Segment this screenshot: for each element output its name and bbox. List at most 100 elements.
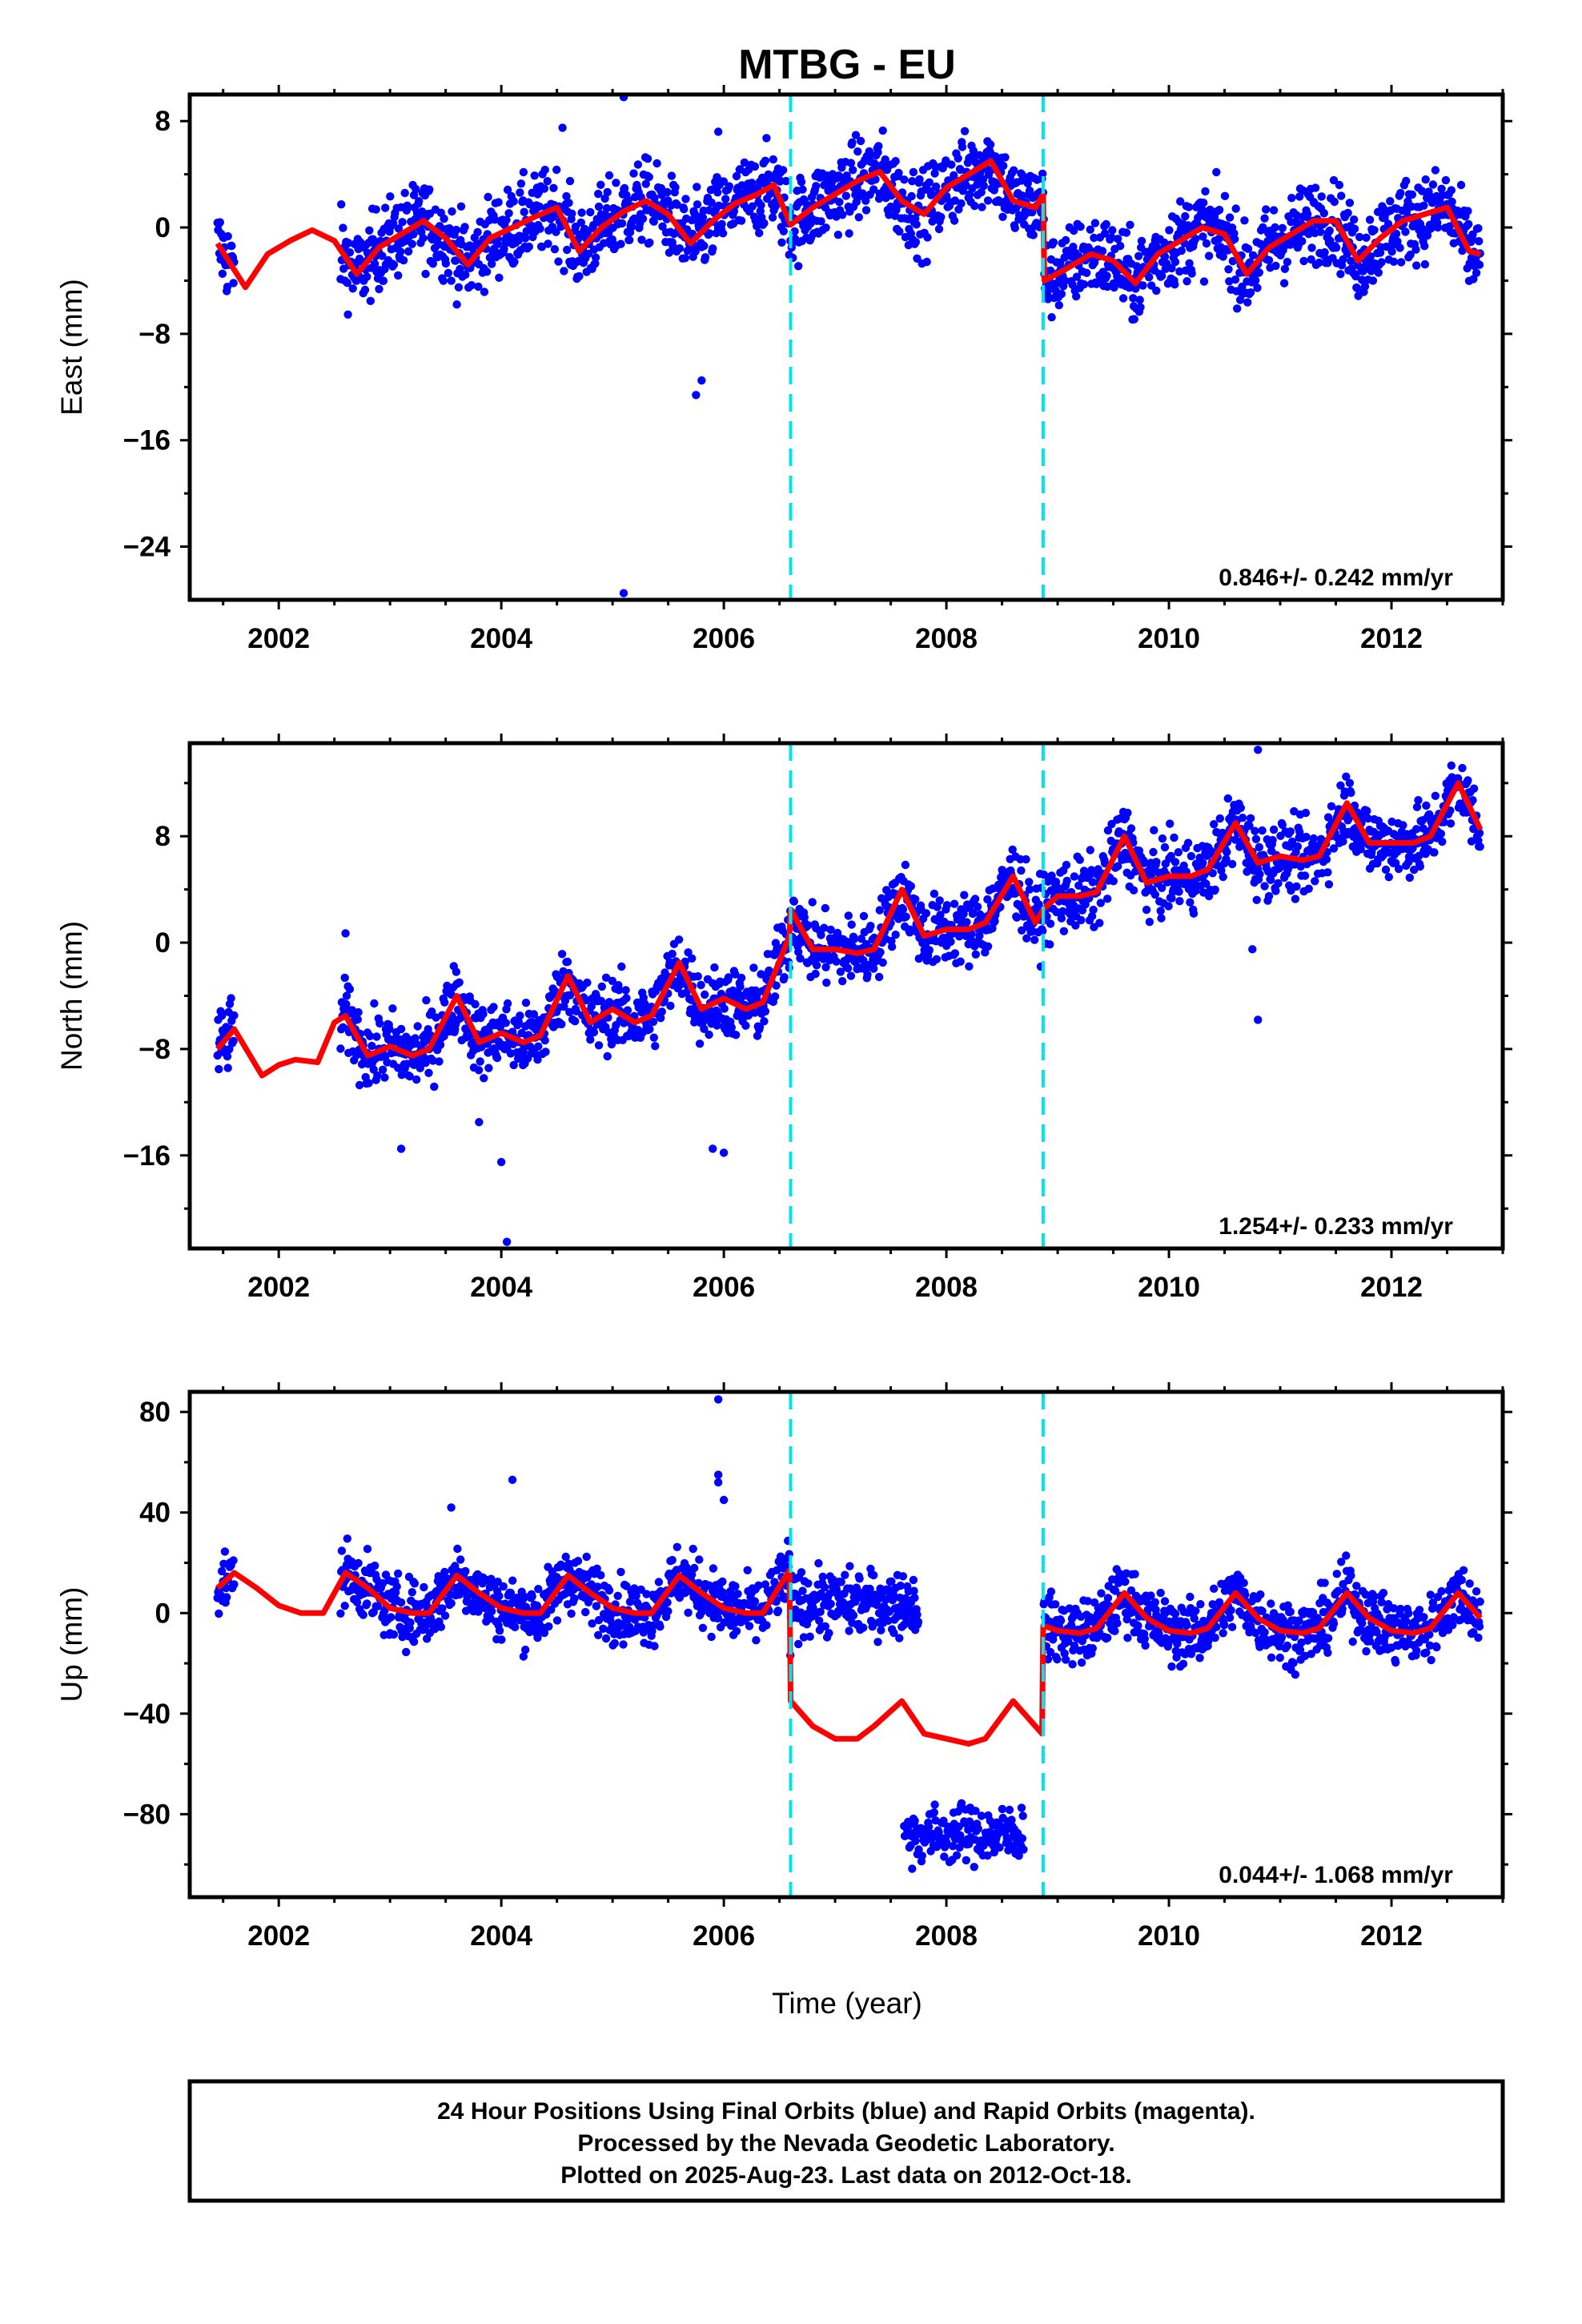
data-point [1187,269,1196,278]
data-point [452,225,461,235]
data-point [798,1586,807,1595]
data-point [1098,247,1107,255]
data-point [1057,289,1066,299]
data-point [460,223,469,231]
data-point [594,1615,604,1625]
data-point [428,1007,436,1016]
data-point [794,1639,803,1649]
data-point [230,1011,239,1020]
data-point [1102,219,1110,229]
data-point [360,285,370,295]
data-point [612,179,620,187]
data-point [355,1080,364,1090]
data-point [870,159,879,168]
data-point [345,985,355,994]
data-point [684,948,693,957]
data-point [1366,252,1375,261]
data-point [373,1071,382,1080]
data-points-east [213,94,1484,597]
data-point [762,1621,771,1630]
data-point [375,284,383,294]
data-point [563,957,572,967]
data-point [911,895,920,904]
data-point [896,1581,905,1590]
data-point [930,169,939,178]
data-point [745,1622,754,1630]
data-point [869,1570,878,1580]
data-point [760,219,769,227]
data-point [1126,824,1136,833]
data-point [643,155,652,163]
data-point [695,1039,705,1048]
data-point [394,1569,403,1578]
data-point [932,182,941,191]
data-point [901,860,910,870]
data-point [593,1582,602,1591]
data-point [648,1017,658,1027]
data-point [394,1063,403,1072]
data-point [845,1562,854,1570]
data-point [1149,847,1158,857]
data-point [1135,296,1144,304]
data-point [1077,915,1086,925]
y-tick-label: −24 [123,532,171,563]
data-point [773,1606,783,1615]
data-point [1363,814,1373,823]
data-point [656,183,666,193]
data-point [874,142,883,151]
data-point [817,931,825,939]
data-point [794,262,803,271]
data-point [467,281,476,290]
data-point [380,1073,389,1082]
data-point [1070,226,1078,235]
data-point [790,227,799,236]
data-point [1412,802,1422,811]
data-point [1401,227,1410,236]
data-point [422,995,431,1005]
data-point [1109,877,1118,886]
data-point [440,1611,450,1620]
data-point [1469,784,1479,793]
data-point [1134,251,1143,260]
data-point [1225,213,1235,222]
data-point [570,1594,579,1603]
data-point [610,1638,619,1648]
data-point [336,1609,345,1618]
data-point [701,253,710,262]
data-point [375,1019,384,1028]
data-point [1415,862,1425,871]
data-point [223,1593,231,1602]
data-point [484,1063,493,1072]
data-point [1419,201,1428,210]
data-point [657,1007,666,1016]
data-point [1428,180,1438,189]
data-point [354,1007,363,1017]
x-tick-label: 2002 [247,1272,310,1303]
data-point [1377,258,1386,267]
data-point [710,963,719,972]
data-point [392,1582,401,1591]
data-point [1274,879,1283,888]
data-point [733,1590,742,1598]
data-point [1343,249,1352,259]
data-point [476,1057,484,1066]
data-point [495,273,504,282]
data-point [779,227,788,235]
data-point [371,205,380,214]
data-point [436,1622,445,1631]
data-point [658,222,667,231]
data-point [651,1042,660,1051]
data-point [1389,257,1399,266]
data-point [680,205,689,214]
data-point [419,234,428,243]
data-point [930,889,939,899]
data-point [1191,235,1200,243]
data-point [891,931,900,939]
y-tick-label: 8 [155,821,171,852]
data-point [1150,826,1158,834]
data-point [1231,235,1239,243]
data-point [750,1008,760,1017]
data-point [1255,870,1264,879]
data-point [1204,891,1214,901]
